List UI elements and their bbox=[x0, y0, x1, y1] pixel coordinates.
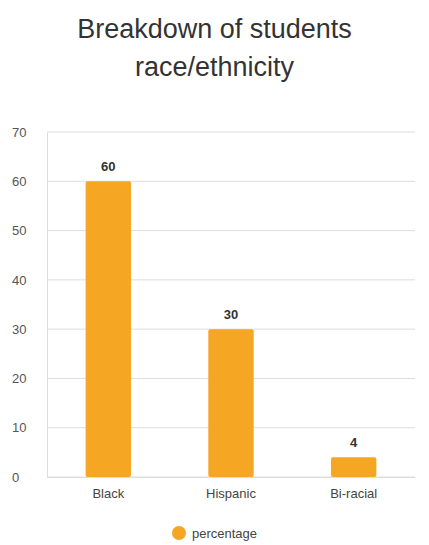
title-line: race/ethnicity bbox=[135, 52, 295, 82]
y-tick: 0 bbox=[12, 470, 47, 485]
data-label: 30 bbox=[224, 307, 238, 322]
y-tick-label: 60 bbox=[12, 174, 26, 189]
bar bbox=[208, 329, 253, 477]
grid-line bbox=[47, 132, 415, 133]
bar bbox=[86, 181, 131, 477]
x-tick-label: Black bbox=[92, 486, 124, 501]
x-tick: Hispanic bbox=[206, 477, 256, 501]
y-tick-label: 20 bbox=[12, 371, 26, 386]
data-labels: 60 30 4 bbox=[101, 159, 358, 450]
legend-item: percentage bbox=[172, 526, 257, 541]
x-tick: Bi-racial bbox=[330, 477, 377, 501]
y-axis-line bbox=[47, 133, 48, 478]
plot: 0 10 20 30 40 50 60 70 Black Hispanic Bi-racial 60 3… bbox=[12, 125, 416, 502]
y-tick: 70 bbox=[12, 125, 47, 140]
bar bbox=[331, 457, 376, 477]
y-tick-label: 30 bbox=[12, 322, 26, 337]
y-tick: 30 bbox=[12, 322, 47, 337]
y-tick: 10 bbox=[12, 420, 47, 435]
x-tick-label: Bi-racial bbox=[330, 486, 377, 501]
y-tick-label: 50 bbox=[12, 223, 26, 238]
y-tick-label: 40 bbox=[12, 273, 26, 288]
x-axis: Black Hispanic Bi-racial bbox=[48, 477, 416, 501]
y-tick: 60 bbox=[12, 174, 47, 189]
title: Breakdown of students race/ethnicity bbox=[77, 14, 352, 82]
title-line: Breakdown of students bbox=[77, 14, 352, 44]
data-label: 60 bbox=[101, 159, 115, 174]
x-tick-label: Hispanic bbox=[206, 486, 256, 501]
x-tick: Black bbox=[92, 477, 124, 501]
y-tick: 40 bbox=[12, 273, 47, 288]
y-tick: 20 bbox=[12, 371, 47, 386]
x-axis-line bbox=[48, 477, 416, 478]
chart: Breakdown of students race/ethnicity 0 10 20… bbox=[0, 0, 429, 545]
bars bbox=[86, 181, 377, 477]
y-tick-label: 70 bbox=[12, 125, 26, 140]
legend: percentage bbox=[172, 526, 257, 541]
y-tick: 50 bbox=[12, 223, 47, 238]
y-tick-label: 0 bbox=[12, 470, 19, 485]
legend-label: percentage bbox=[192, 526, 257, 541]
legend-swatch bbox=[172, 526, 186, 540]
y-tick-label: 10 bbox=[12, 420, 26, 435]
y-axis: 0 10 20 30 40 50 60 70 bbox=[12, 125, 48, 485]
data-label: 4 bbox=[350, 435, 358, 450]
grid bbox=[47, 132, 415, 477]
